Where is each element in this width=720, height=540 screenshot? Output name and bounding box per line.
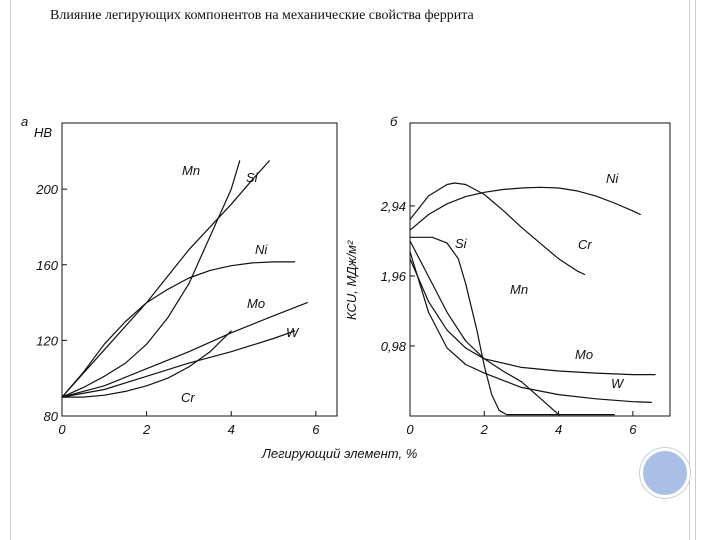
series-labels-a: Mn Si Ni Mo W Cr: [181, 163, 300, 405]
shared-x-axis-label: Легирующий элемент, %: [261, 446, 417, 461]
x-tick-label: 6: [629, 422, 637, 437]
plot-frame-a: [61, 122, 338, 417]
y-tick-label: 2,94: [380, 199, 406, 214]
series-lines-b: [409, 182, 656, 416]
x-tick-label: 4: [228, 422, 235, 437]
series-label-cr: Cr: [578, 237, 592, 252]
series-line-cr: [61, 330, 232, 398]
series-label-mo: Mo: [247, 296, 265, 311]
x-ticks-b: 0 2 4 6: [406, 411, 637, 437]
chart-panel-a: а НВ 80 120 160 200 0 2 4 6 Mn Si Ni Mo W Cr: [21, 114, 338, 437]
slide-border-right: [689, 0, 690, 540]
series-line-mn: [409, 240, 560, 416]
y-ticks-a: 80 120 160 200: [35, 182, 67, 424]
series-label-mn: Mn: [182, 163, 200, 178]
series-label-si: Si: [455, 236, 468, 251]
series-label-mo: Mo: [575, 347, 593, 362]
y-tick-label: 0,98: [381, 339, 407, 354]
series-label-w: W: [611, 376, 625, 391]
slide-border-left: [10, 0, 11, 540]
series-label-ni: Ni: [606, 171, 619, 186]
slide-border-right-outer: [695, 0, 696, 540]
series-label-si: Si: [246, 170, 259, 185]
x-ticks-a: 0 2 4 6: [58, 411, 320, 437]
series-label-ni: Ni: [255, 242, 268, 257]
series-label-w: W: [286, 325, 300, 340]
panel-label-b: б: [390, 114, 398, 129]
x-tick-label: 2: [480, 422, 489, 437]
decorative-circle: [640, 448, 690, 498]
y-axis-label-a: НВ: [34, 125, 52, 140]
series-line-mo: [409, 258, 656, 376]
series-line-cr: [409, 182, 586, 276]
series-labels-b: Ni Cr Si Mn Mo W: [455, 171, 625, 391]
series-label-mn: Mn: [510, 282, 528, 297]
x-tick-label: 0: [406, 422, 414, 437]
panel-label-a: а: [21, 114, 28, 129]
series-line-w: [61, 330, 296, 398]
series-line-ni: [61, 261, 296, 398]
series-line-si: [61, 160, 270, 398]
series-label-cr: Cr: [181, 390, 195, 405]
x-tick-label: 6: [312, 422, 320, 437]
x-tick-label: 0: [58, 422, 66, 437]
x-tick-label: 2: [142, 422, 151, 437]
series-line-ni: [409, 186, 641, 231]
slide-title: Влияние легирующих компонентов на механи…: [50, 8, 474, 23]
chart-panel-b: б КСU, МДж/м² 0,98 1,96 2,94 0 2 4 6 Ni Cr Si Mn…: [344, 114, 671, 437]
y-tick-label: 120: [36, 333, 58, 348]
series-line-w: [409, 251, 653, 403]
x-tick-label: 4: [555, 422, 562, 437]
series-line-mo: [61, 302, 308, 398]
y-ticks-b: 0,98 1,96 2,94: [380, 199, 415, 354]
plot-frame-b: [409, 122, 671, 417]
series-line-mn: [61, 160, 241, 398]
y-tick-label: 200: [35, 182, 58, 197]
y-tick-label: 1,96: [381, 269, 407, 284]
series-line-si: [409, 236, 615, 416]
y-axis-label-b: КСU, МДж/м²: [344, 240, 359, 320]
y-tick-label: 160: [36, 258, 58, 273]
y-tick-label: 80: [44, 409, 59, 424]
series-lines-a: [61, 160, 308, 398]
